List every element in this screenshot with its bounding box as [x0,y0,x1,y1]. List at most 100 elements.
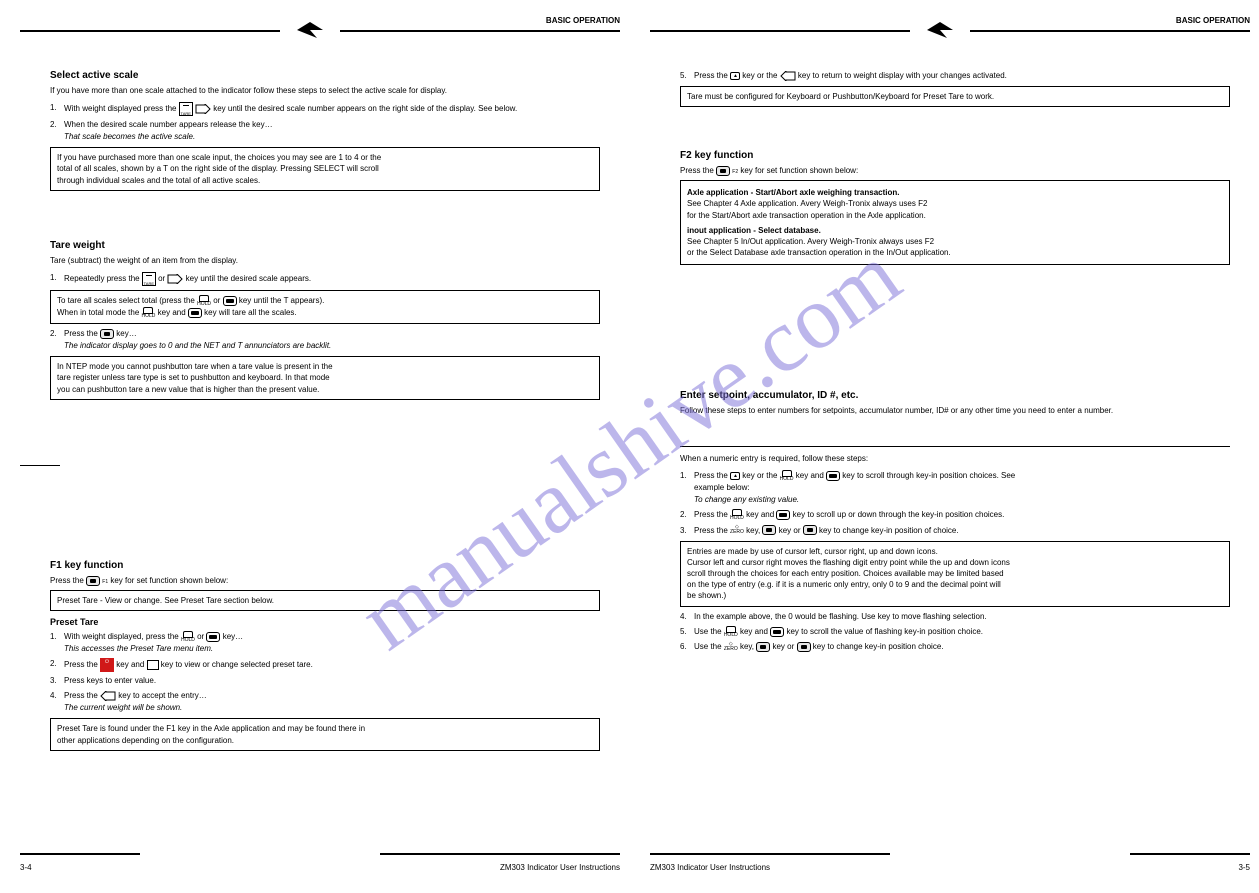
title-select-scale: Select active scale [50,70,600,81]
hold-icon: HOLD [142,307,156,319]
footer-page-num: 3-5 [1238,863,1250,872]
step-text: Use the ◇ZERO key, key or key to change … [694,641,1230,653]
footer-line [1130,853,1250,855]
display-icon [776,510,790,520]
divider-line [680,446,1230,451]
header-line-right [340,30,620,32]
step-text: Repeatedly press the TARE or key until t… [64,272,600,286]
key-icon [803,525,817,535]
intro-f2: Press the F2 key for set function shown … [680,165,1230,176]
logo-icon [925,20,955,40]
step-number: 5. [680,626,694,638]
header-text: BASIC OPERATION [1176,16,1250,25]
display-icon [206,632,220,642]
step-number: 4. [680,611,694,623]
step-number: 2. [50,119,64,131]
stop-icon [730,72,740,80]
step-number: 1. [50,631,64,643]
section-f1: F1 key function Press the F1 key for set… [50,560,600,755]
intro-setpoint: Follow these steps to enter numbers for … [680,405,1230,416]
step-number: 2. [50,328,64,340]
display-icon [223,296,237,306]
step-number: 2. [50,658,64,670]
instruction-text: When a numeric entry is required, follow… [680,453,1230,464]
stop-icon [730,472,740,480]
footer-line [380,853,620,855]
section-continuation: 5. Press the key or the key to return to… [680,70,1230,111]
step-text: Press the key… The indicator display goe… [64,328,600,352]
hold-icon: HOLD [181,631,195,643]
info-box: Entries are made by use of cursor left, … [680,541,1230,607]
hold-icon: HOLD [780,470,794,482]
f1-key-icon [86,576,100,586]
tare-icon: TARE [179,102,193,116]
display-icon [826,471,840,481]
title-setpoint: Enter setpoint, accumulator, ID #, etc. [680,390,1230,401]
section-f2: F2 key function Press the F2 key for set… [680,150,1230,269]
step-number: 6. [680,641,694,653]
subtitle-preset-tare: Preset Tare [50,617,600,627]
step-number: 3. [50,675,64,687]
step-text: Press the ◇ZERO key, key or key to chang… [694,525,1230,537]
arrow-right-icon [195,104,211,113]
step-text: Use the HOLD key and key to scroll the v… [694,626,1230,638]
section-setpoint: Enter setpoint, accumulator, ID #, etc. … [680,390,1230,656]
header-line-right [970,30,1250,32]
tare-icon: TARE [142,272,156,286]
step-text: When the desired scale number appears re… [64,119,600,143]
arrow-left-icon [100,691,116,700]
info-box: To tare all scales select total (press t… [50,290,600,324]
intro-tare: Tare (subtract) the weight of an item fr… [50,255,600,266]
step-number: 4. [50,690,64,702]
key-icon [147,660,159,670]
step-text: Press keys to enter value. [64,675,600,687]
info-box: Preset Tare is found under the F1 key in… [50,718,600,750]
step-text: Press the key or the HOLD key and key to… [694,470,1230,506]
info-box: In NTEP mode you cannot pushbutton tare … [50,356,600,400]
page-right: BASIC OPERATION 5. Press the key or the … [650,10,1250,880]
arrow-right-icon [167,274,183,283]
info-box: If you have purchased more than one scal… [50,147,600,191]
hold-icon: HOLD [730,509,744,521]
section-tare: Tare weight Tare (subtract) the weight o… [50,240,600,404]
key-icon [797,642,811,652]
title-f1: F1 key function [50,560,600,571]
title-tare: Tare weight [50,240,600,251]
display-icon [188,308,202,318]
header-line-left [650,30,910,32]
key-icon [756,642,770,652]
header-line-left [20,30,280,32]
key-icon [100,329,114,339]
logo-icon [295,20,325,40]
hold-icon: HOLD [724,626,738,638]
info-box: Axle application - Start/Abort axle weig… [680,180,1230,265]
footer-page-num: 3-4 [20,863,32,872]
display-icon [770,627,784,637]
section-select-scale: Select active scale If you have more tha… [50,70,600,195]
step-text: Press the ⏻ key and key to view or chang… [64,658,600,672]
footer-doc-title: ZM303 Indicator User Instructions [500,863,620,872]
step-text: Press the HOLD key and key to scroll up … [694,509,1230,521]
info-box: Tare must be configured for Keyboard or … [680,86,1230,107]
step-number: 3. [680,525,694,537]
footer-doc-title: ZM303 Indicator User Instructions [650,863,770,872]
page-left: BASIC OPERATION Select active scale If y… [20,10,620,880]
footer-line [20,853,140,855]
step-text: In the example above, the 0 would be fla… [694,611,1230,623]
step-text: Press the key to accept the entry… The c… [64,690,600,714]
info-box: Preset Tare - View or change. See Preset… [50,590,600,611]
power-key-icon: ⏻ [100,658,114,672]
zero-icon: ◇ZERO [724,642,738,652]
arrow-left-icon [780,71,796,80]
title-f2: F2 key function [680,150,1230,161]
step-number: 1. [680,470,694,482]
key-icon [762,525,776,535]
intro-select-scale: If you have more than one scale attached… [50,85,600,96]
step-text: Press the key or the key to return to we… [694,70,1230,82]
step-number: 1. [50,272,64,284]
divider [20,465,60,466]
intro-f1: Press the F1 key for set function shown … [50,575,600,586]
step-number: 5. [680,70,694,82]
f2-key-icon [716,166,730,176]
footer-line [650,853,890,855]
